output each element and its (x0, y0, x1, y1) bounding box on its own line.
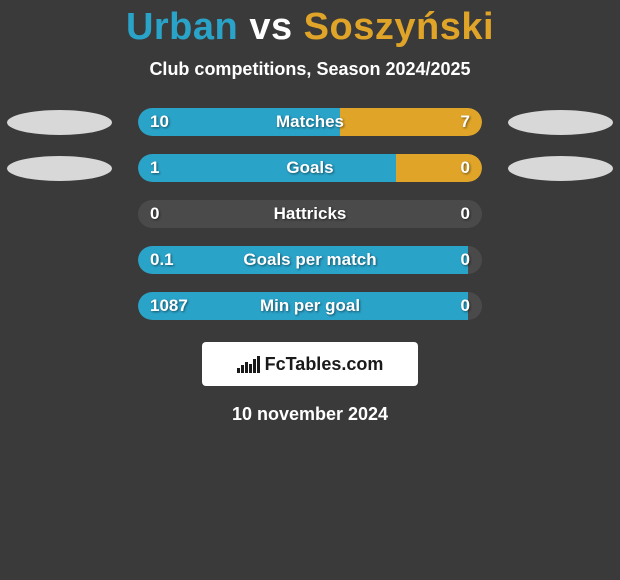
stat-right-value: 0 (461, 292, 470, 320)
stat-right-value: 0 (461, 200, 470, 228)
stat-right-value: 0 (461, 154, 470, 182)
logo-text: FcTables.com (265, 354, 384, 375)
stat-row: 0Hattricks0 (0, 200, 620, 228)
comparison-infographic: Urban vs Soszyński Club competitions, Se… (0, 0, 620, 425)
stat-right-value: 7 (461, 108, 470, 136)
stat-row: 1087Min per goal0 (0, 292, 620, 320)
stat-bar-track: 1Goals0 (138, 154, 482, 182)
logo-chart-icon (237, 355, 259, 373)
vs-text: vs (249, 6, 292, 48)
page-title: Urban vs Soszyński (126, 6, 494, 49)
player1-name: Urban (126, 6, 238, 48)
fctables-logo[interactable]: FcTables.com (202, 342, 418, 386)
player2-name: Soszyński (304, 6, 494, 48)
stat-bar-track: 1087Min per goal0 (138, 292, 482, 320)
stat-label: Hattricks (138, 200, 482, 228)
stat-label: Matches (138, 108, 482, 136)
date-text: 10 november 2024 (232, 404, 388, 425)
player2-marker-icon (508, 110, 613, 135)
stat-right-value: 0 (461, 246, 470, 274)
stat-bar-track: 0.1Goals per match0 (138, 246, 482, 274)
player1-marker-icon (7, 156, 112, 181)
stat-bar-track: 0Hattricks0 (138, 200, 482, 228)
stat-row: 10Matches7 (0, 108, 620, 136)
stats-list: 10Matches71Goals00Hattricks00.1Goals per… (0, 108, 620, 338)
stat-bar-track: 10Matches7 (138, 108, 482, 136)
stat-label: Goals (138, 154, 482, 182)
player2-marker-icon (508, 156, 613, 181)
stat-row: 1Goals0 (0, 154, 620, 182)
stat-label: Min per goal (138, 292, 482, 320)
player1-marker-icon (7, 110, 112, 135)
subtitle: Club competitions, Season 2024/2025 (149, 59, 470, 80)
stat-row: 0.1Goals per match0 (0, 246, 620, 274)
stat-label: Goals per match (138, 246, 482, 274)
